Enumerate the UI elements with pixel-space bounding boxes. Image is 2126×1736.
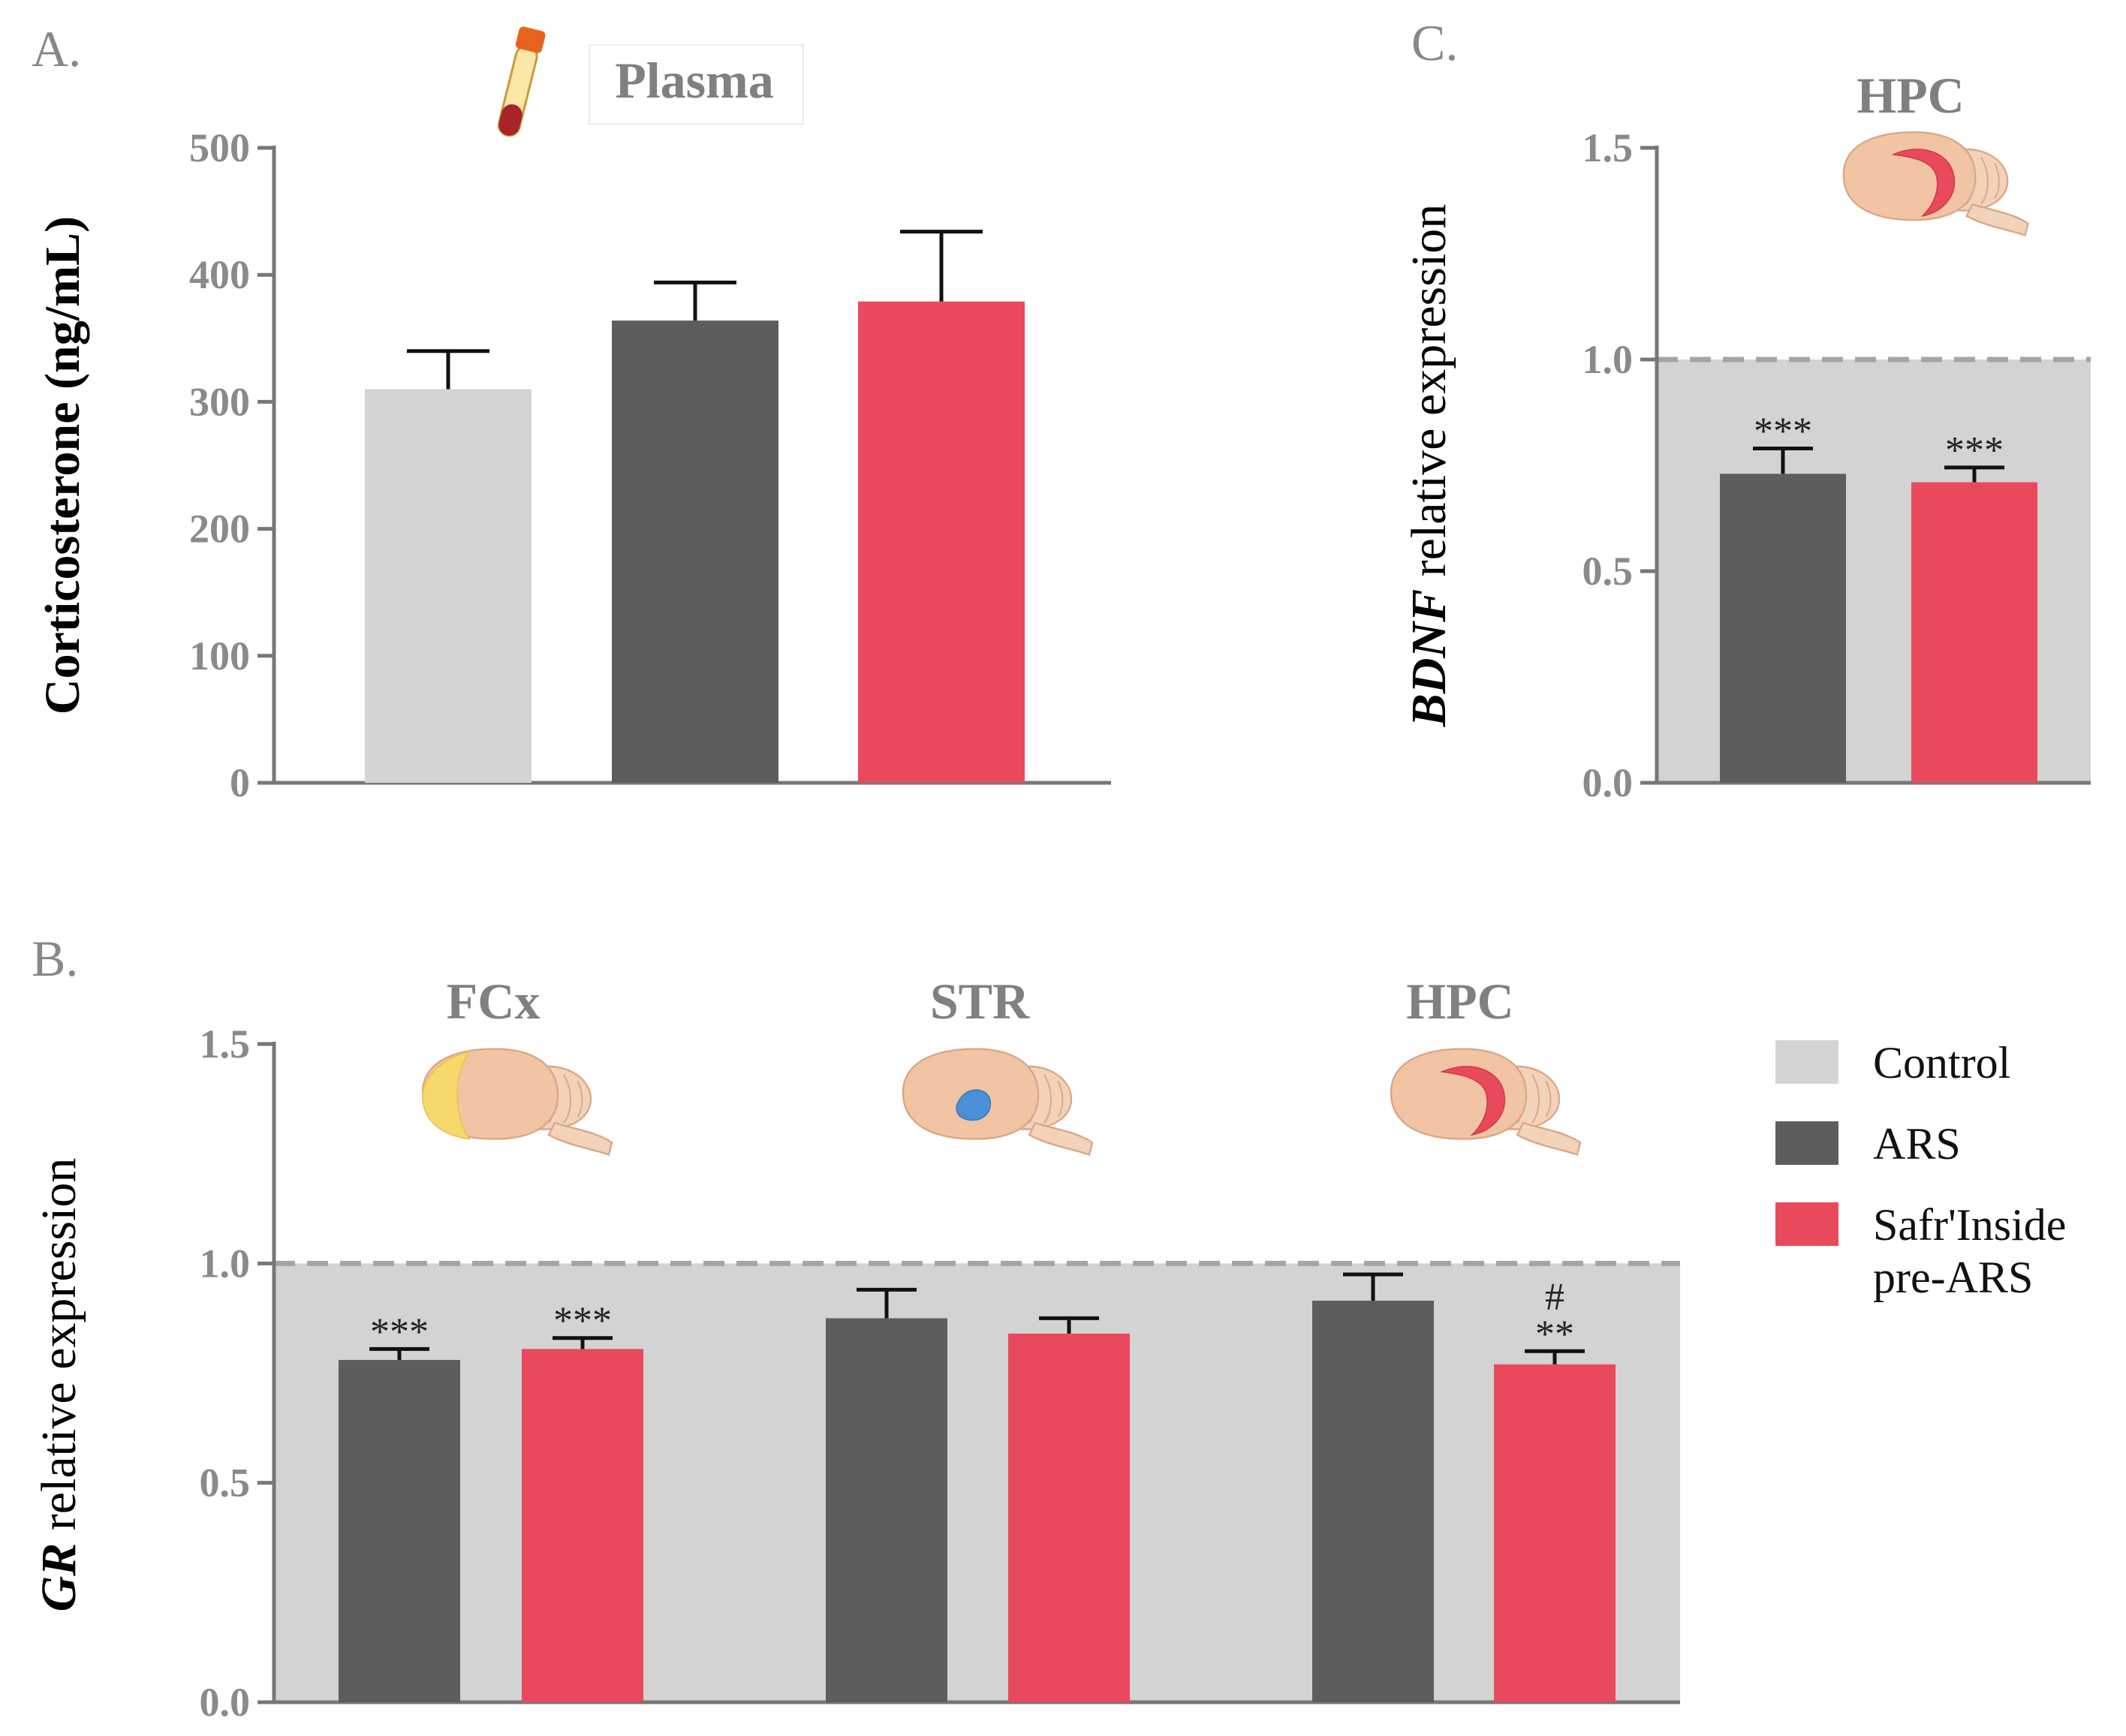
y-tick-label: 0 [230, 760, 250, 805]
chart-title: Plasma [615, 52, 774, 109]
bar [365, 389, 532, 783]
significance-marker: # [1545, 1275, 1564, 1318]
y-tick-label: 200 [189, 507, 250, 552]
striatum-brain-icon [902, 1048, 1094, 1156]
significance-marker: *** [1945, 429, 2004, 472]
panel-label: C. [1411, 14, 1458, 71]
panel-b: B. 0.0 0.5 1.0 1.5 GR relative expression FCx *… [32, 930, 1680, 1725]
bar [858, 301, 1025, 783]
y-tick-label: 1.5 [200, 1021, 251, 1067]
legend-label-line: pre-ARS [1873, 1253, 2033, 1302]
bar [339, 1359, 460, 1702]
brainstem-shape [547, 1121, 613, 1156]
legend-label: ARS [1873, 1119, 1961, 1169]
bar [522, 1349, 643, 1702]
significance-marker: *** [1754, 410, 1812, 453]
tube-blood [498, 104, 522, 136]
legend-label-line: Safr'Inside [1873, 1200, 2066, 1250]
region-label: STR [930, 973, 1030, 1030]
hippocampus-region [1891, 149, 1956, 217]
brainstem-shape [1965, 203, 2029, 236]
y-axis-label: GR relative expression [32, 1158, 86, 1612]
y-tick-label: 300 [189, 379, 250, 424]
tube-cap [515, 26, 546, 53]
hippocampus-brain-icon [1842, 131, 2029, 236]
frontal-cortex-region [422, 1050, 471, 1140]
legend-swatch-safr [1775, 1202, 1838, 1246]
bar [1312, 1301, 1434, 1702]
legend-label: Control [1873, 1038, 2010, 1088]
y-axis-label-gene: BDNF [1402, 589, 1456, 727]
bar [1008, 1333, 1130, 1702]
title-box [589, 44, 804, 125]
hippocampus-brain-icon [1390, 1048, 1582, 1156]
y-tick-label: 1.5 [1582, 125, 1634, 170]
y-tick-label: 1.0 [200, 1241, 251, 1286]
bar [612, 320, 778, 783]
region-label: FCx [447, 973, 541, 1030]
legend-swatch-ars [1775, 1121, 1838, 1165]
cerebrum-shape [1842, 131, 1977, 221]
bar [1494, 1364, 1616, 1702]
significance-marker: *** [553, 1300, 612, 1343]
y-tick-label: 400 [189, 252, 250, 297]
brainstem-shape [1516, 1121, 1582, 1156]
frontal-cortex-brain-icon [421, 1048, 613, 1156]
significance-marker: ** [1535, 1313, 1574, 1355]
panel-label: B. [32, 930, 78, 987]
panel-a: A. Plasma 0 100 200 300 400 500 Corticosterone (… [32, 20, 1111, 805]
y-axis-label: Corticosterone (ng/mL) [35, 216, 90, 715]
bar [1911, 482, 2037, 783]
y-tick-label: 1.0 [1582, 337, 1634, 382]
region-label: HPC [1856, 67, 1965, 124]
y-tick-label: 0.5 [1582, 549, 1634, 594]
brainstem-shape [1028, 1121, 1094, 1156]
striatum-region [956, 1089, 991, 1121]
panel-label: A. [32, 20, 81, 77]
y-axis-label: BDNF relative expression [1402, 204, 1456, 728]
legend-swatch-control [1775, 1040, 1838, 1084]
y-tick-label: 500 [189, 125, 250, 170]
y-tick-label: 100 [189, 633, 250, 678]
y-tick-label: 0.0 [1582, 760, 1634, 805]
panel-c: C. 0.0 0.5 1.0 1.5 BDNF relative expression HP… [1402, 14, 2091, 805]
y-axis-label-rest: relative expression [32, 1158, 86, 1543]
blood-tube-icon [497, 26, 546, 137]
bar [826, 1318, 947, 1702]
y-axis-label-rest: relative expression [1402, 204, 1456, 589]
cerebrum-shape [1390, 1048, 1528, 1140]
control-level-shading [274, 1263, 1680, 1702]
y-axis-label-gene: GR [32, 1543, 86, 1612]
bar [1720, 474, 1846, 783]
y-tick-label: 0.5 [200, 1461, 251, 1506]
y-tick-label: 0.0 [200, 1680, 251, 1725]
significance-marker: *** [370, 1310, 429, 1353]
region-label: HPC [1406, 973, 1514, 1030]
hippocampus-region [1440, 1066, 1506, 1136]
